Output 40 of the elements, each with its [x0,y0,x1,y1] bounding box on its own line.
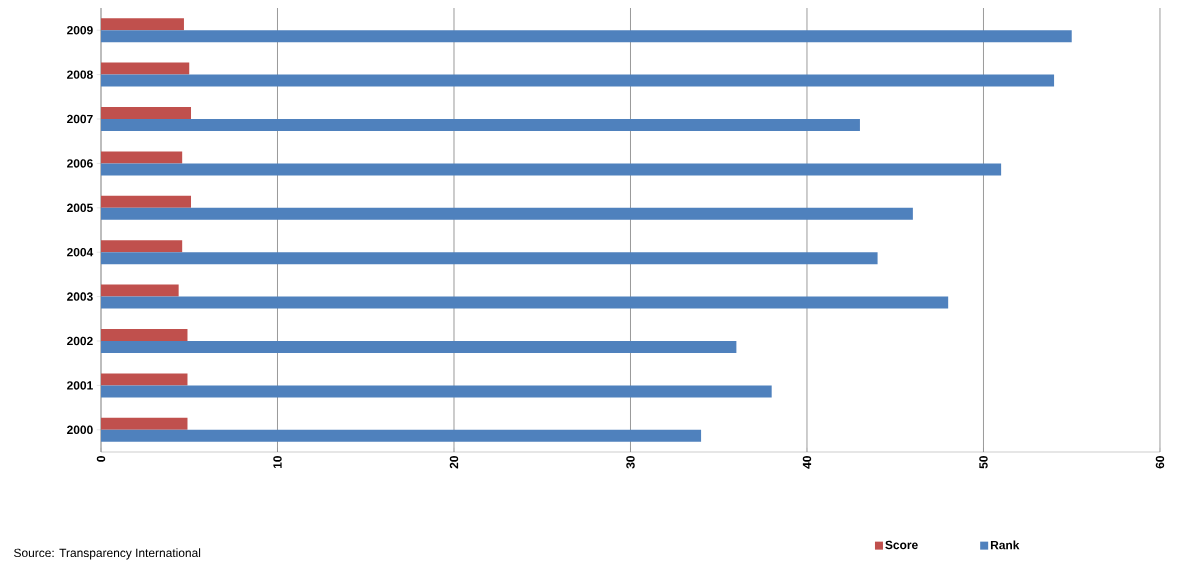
y-tick-label: 2007 [67,114,93,124]
y-tick-label: 2008 [67,70,93,79]
x-tick-label: 0 [96,456,106,462]
bar [101,119,860,131]
bar [101,18,184,31]
source-note: Source: Transparency International [14,548,201,560]
y-tick-label: 2009 [67,25,93,35]
bar [101,417,188,430]
legend-label: Score [885,540,918,550]
y-tick-label: 2004 [67,247,94,257]
bar [101,74,1055,87]
bar [101,195,192,208]
bar [101,429,702,442]
y-tick-label: 2002 [67,336,93,346]
bar [101,284,179,297]
x-tick-label: 50 [979,456,988,469]
y-tick-label: 2000 [67,425,93,435]
x-tick-label: 60 [1155,456,1165,469]
bar [101,30,1072,43]
x-tick-label: 40 [802,456,812,469]
x-tick-label: 20 [449,456,459,469]
y-tick-label: 2001 [67,381,93,390]
x-tick-label: 10 [273,456,282,469]
bar [101,62,190,75]
bar [101,151,183,164]
bar [101,252,878,265]
bar [101,163,1002,176]
bar [101,373,188,386]
bar [101,207,913,220]
bar [101,341,737,354]
y-tick-label: 2005 [67,203,93,213]
legend-label: Rank [990,540,1020,550]
bar [101,385,772,398]
bar [101,329,188,342]
bar [101,296,949,309]
bar [101,240,183,253]
y-tick-label: 2006 [67,159,93,168]
y-tick-label: 2003 [67,292,93,301]
x-tick-label: 30 [626,456,635,469]
bar [101,107,192,119]
